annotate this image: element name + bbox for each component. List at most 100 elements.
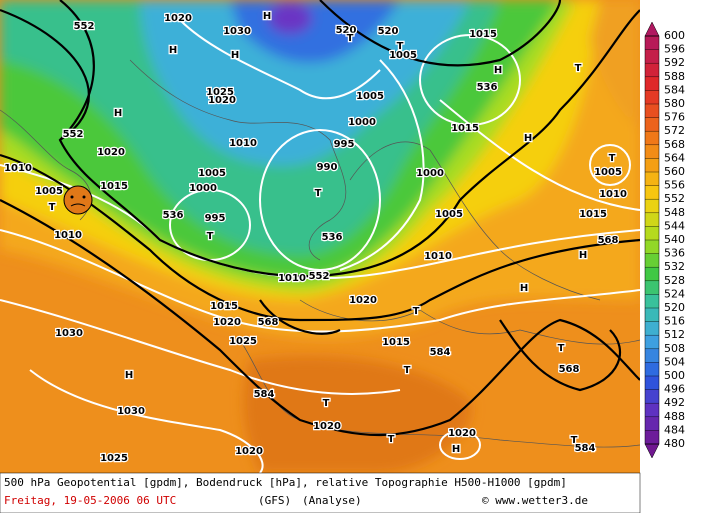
colorbar-swatch [645,144,659,159]
map-label: 1020 [164,13,192,24]
colorbar-label: 556 [664,179,685,192]
map-label: T [315,188,322,199]
colorbar-label: 492 [664,396,685,409]
map-label: 1025 [100,453,128,464]
colorbar-swatch [645,253,659,268]
caption-box [0,472,641,513]
map-label: 1015 [451,123,479,134]
map-label: 584 [575,443,596,454]
colorbar-label: 520 [664,301,685,314]
map-label: 1010 [599,189,627,200]
colorbar-label: 496 [664,383,685,396]
map-label: H [579,250,587,261]
map-label: 568 [559,364,580,375]
map-label: T [413,306,420,317]
map-label: 1020 [235,446,263,457]
map-label: H [114,108,122,119]
map-label: 1020 [313,421,341,432]
caption-model: (GFS) [258,494,291,507]
colorbar-label: 568 [664,138,685,151]
map-label: 584 [430,347,451,358]
colorbar-swatch [645,348,659,363]
colorbar-swatch [645,376,659,391]
map-label: 1010 [4,163,32,174]
colorbar-swatch [645,131,659,146]
map-label: T [397,41,404,52]
colorbar-swatch [645,430,659,445]
map-label: 552 [309,271,330,282]
colorbar-swatch [645,389,659,404]
map-label: T [388,434,395,445]
colorbar-swatch [645,36,659,51]
map-label: 536 [322,232,343,243]
caption-run: (Analyse) [302,494,362,507]
colorbar-swatch [645,416,659,431]
map-label: 1005 [356,91,384,102]
caption-title: 500 hPa Geopotential [gpdm], Bodendruck … [4,476,567,489]
colorbar-label: 484 [664,423,685,436]
map-label: 1010 [424,251,452,262]
map-label: H [125,370,133,381]
colorbar-arrow-bottom [644,443,660,459]
colorbar-swatch [645,76,659,91]
map-label: 1015 [382,337,410,348]
map-label: H [231,50,239,61]
colorbar-label: 584 [664,83,685,96]
map-label: 1000 [348,117,376,128]
colorbar-arrow-top [644,21,660,37]
map-label: 1020 [349,295,377,306]
colorbar-label: 596 [664,43,685,56]
map-label: H [263,11,271,22]
map-label: 1005 [594,167,622,178]
map-label: 520 [336,25,357,36]
geopotential-lines [0,0,640,437]
map-label: 1015 [210,301,238,312]
map-label: 1025 [229,336,257,347]
colorbar-swatch [645,49,659,64]
map-label: 520 [378,26,399,37]
map-label: 1010 [278,273,306,284]
colorbar-label: 600 [664,29,685,42]
colorbar-swatch [645,212,659,227]
colorbar-label: 560 [664,165,685,178]
map-label: H [494,65,502,76]
colorbar-swatch [645,172,659,187]
colorbar-swatch [645,90,659,105]
map-label: 995 [205,213,226,224]
map-label: T [609,153,616,164]
map-label: 990 [317,162,338,173]
map-label: 1020 [97,147,125,158]
map-label: 1005 [35,186,63,197]
caption-date: Freitag, 19-05-2006 06 UTC [4,494,176,507]
colorbar-label: 500 [664,369,685,382]
map-label: 1000 [189,183,217,194]
caption-credit: © www.wetter3.de [482,494,588,507]
map-label: 1030 [55,328,83,339]
colorbar-label: 580 [664,97,685,110]
colorbar-swatch [645,335,659,350]
map-label: 1025 [206,87,234,98]
map-label: T [571,435,578,446]
map-label: T [575,63,582,74]
colorbar-label: 516 [664,315,685,328]
colorbar-label: 576 [664,111,685,124]
map-label: 1015 [469,29,497,40]
colorbar-label: 532 [664,260,685,273]
colorbar-label: 480 [664,437,685,450]
map-label: 1010 [54,230,82,241]
colorbar-label: 488 [664,410,685,423]
map-label: 552 [74,21,95,32]
map-label: 584 [254,389,275,400]
map-label: 568 [598,235,619,246]
map-label: 1005 [389,50,417,61]
colorbar-swatch [645,240,659,255]
map-label: 1015 [100,181,128,192]
map-label: 1030 [223,26,251,37]
colorbar-swatch [645,403,659,418]
colorbar-swatch [645,104,659,119]
map-label: 536 [163,210,184,221]
colorbar-swatch [645,185,659,200]
map-label: H [169,45,177,56]
colorbar-label: 504 [664,355,685,368]
colorbar-swatch [645,63,659,78]
